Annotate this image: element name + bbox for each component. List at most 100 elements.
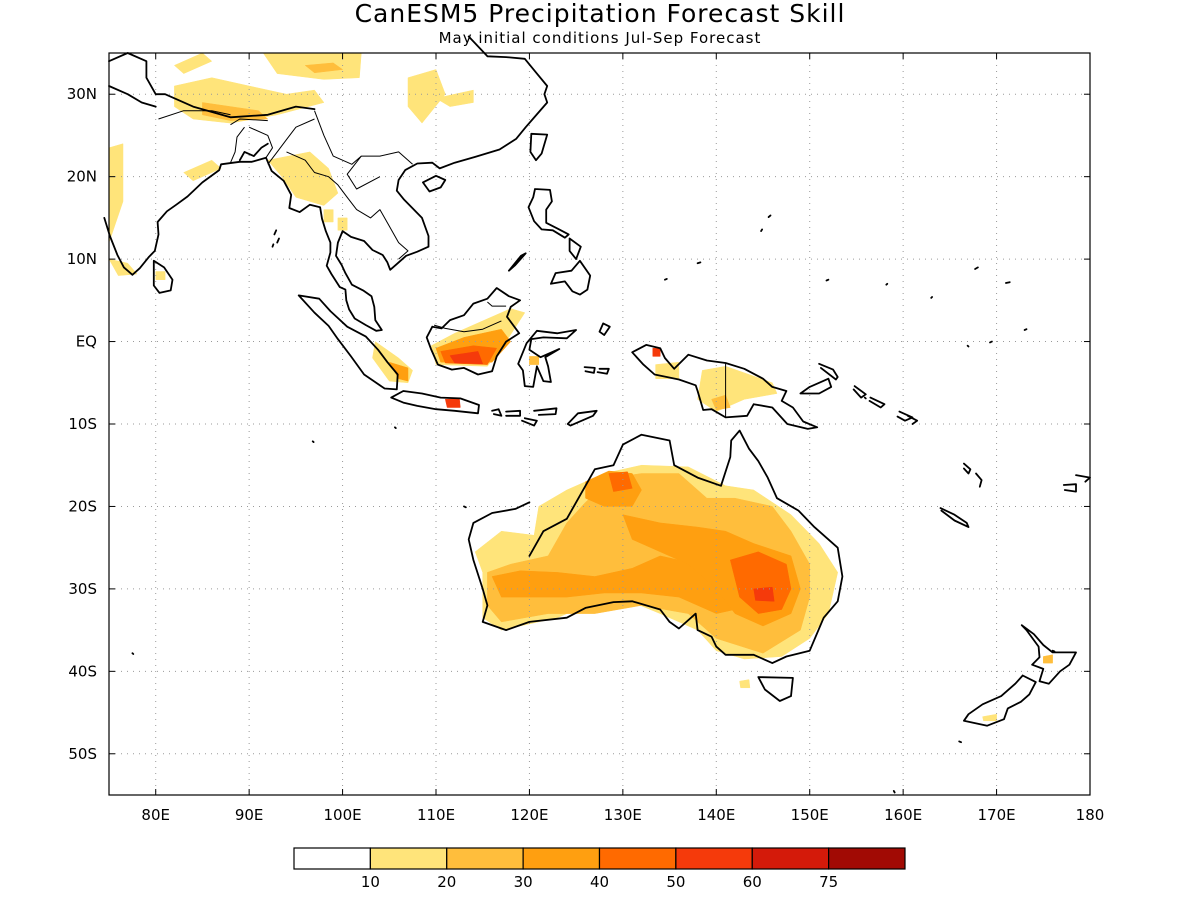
coastline: [664, 277, 668, 281]
skill-region: [183, 159, 222, 182]
colorbar-label: 30: [514, 873, 533, 891]
coastline: [390, 390, 480, 415]
coastline: [583, 366, 596, 374]
lat-tick-label: 40S: [68, 662, 97, 680]
skill-region: [753, 586, 775, 602]
coastline: [521, 417, 538, 427]
lat-tick-label: 30S: [68, 580, 97, 598]
coastline: [863, 396, 867, 400]
coastline: [507, 252, 527, 272]
coastline: [757, 676, 794, 702]
coastline: [1020, 624, 1077, 685]
coastline: [527, 188, 570, 239]
colorbar-swatch: [598, 847, 677, 870]
coastline: [271, 243, 275, 248]
lat-tick-label: 20S: [68, 497, 97, 515]
coastline: [463, 505, 467, 509]
lon-tick-label: 110E: [417, 806, 455, 824]
coastline: [1075, 474, 1091, 483]
coastline: [566, 409, 598, 427]
coastline: [517, 329, 577, 388]
skill-region: [729, 551, 792, 614]
lat-tick-label: 50S: [68, 745, 97, 763]
coastline: [533, 407, 558, 416]
colorbar-label: 10: [361, 873, 380, 891]
skill-region: [155, 271, 166, 280]
lat-tick-label: 10S: [68, 415, 97, 433]
coastline: [958, 740, 962, 744]
coastline: [1005, 281, 1011, 284]
coastline: [297, 294, 399, 391]
coastline: [963, 462, 972, 475]
coastline: [760, 228, 763, 233]
skill-region: [529, 356, 540, 365]
skill-region: [449, 351, 484, 365]
coastline: [799, 377, 833, 395]
map-title: CanESM5 Precipitation Forecast Skill: [354, 0, 846, 28]
coastline: [238, 142, 269, 162]
skill-region: [982, 713, 997, 722]
country-border: [267, 118, 315, 165]
coastline: [108, 85, 157, 108]
country-border: [158, 110, 231, 120]
coastline: [152, 259, 174, 294]
coastline: [505, 409, 521, 417]
coastline: [529, 132, 549, 162]
lat-tick-label: EQ: [76, 333, 97, 351]
country-border: [230, 118, 268, 126]
map-subtitle: May initial conditions Jul-Sep Forecast: [438, 29, 762, 47]
coastline: [568, 237, 582, 261]
lon-tick-label: 80E: [141, 806, 170, 824]
colorbar-swatch: [828, 847, 906, 870]
country-border: [433, 320, 502, 333]
coastline: [103, 35, 549, 332]
coastline: [276, 237, 280, 244]
skill-region: [444, 398, 461, 408]
coastline: [896, 410, 914, 422]
coastlines: [103, 35, 1091, 794]
skill-region: [173, 52, 213, 74]
skill-region: [267, 151, 339, 206]
coastline: [467, 429, 844, 664]
coastline: [596, 367, 610, 375]
map-gridlines: [109, 53, 1090, 795]
lon-tick-label: 130E: [604, 806, 642, 824]
lon-tick-label: 100E: [324, 806, 362, 824]
country-border: [230, 126, 245, 163]
map-frame: [108, 52, 1091, 796]
skill-region: [323, 209, 334, 223]
skill-region: [304, 62, 344, 74]
country-border: [286, 151, 409, 260]
lon-tick-label: 180: [1076, 806, 1105, 824]
skill-region: [108, 143, 124, 243]
coastline: [1062, 483, 1077, 493]
colorbar-label: 75: [819, 873, 838, 891]
country-borders: [158, 110, 727, 418]
coastline: [939, 507, 970, 528]
lon-tick-label: 170E: [978, 806, 1016, 824]
coastline: [989, 340, 993, 344]
coastline: [550, 259, 592, 296]
skill-region: [697, 366, 778, 412]
lon-tick-label: 150E: [791, 806, 829, 824]
coastline: [1051, 649, 1056, 653]
skill-region: [435, 89, 474, 107]
coastline: [598, 322, 611, 336]
coastline: [273, 229, 278, 236]
coastline: [975, 472, 983, 488]
lon-tick-label: 160E: [884, 806, 922, 824]
country-border: [487, 301, 507, 307]
coastline: [108, 52, 316, 119]
coastline: [906, 414, 919, 425]
coastline: [868, 396, 886, 409]
lon-tick-label: 120E: [510, 806, 548, 824]
lat-tick-label: 20N: [67, 168, 97, 186]
coastline: [1023, 328, 1028, 331]
colorbar-label: 60: [743, 873, 762, 891]
coastline: [393, 426, 397, 430]
skill-region: [608, 471, 633, 492]
coastline: [491, 408, 503, 417]
coastline: [885, 282, 889, 286]
lat-tick-label: 30N: [67, 85, 97, 103]
